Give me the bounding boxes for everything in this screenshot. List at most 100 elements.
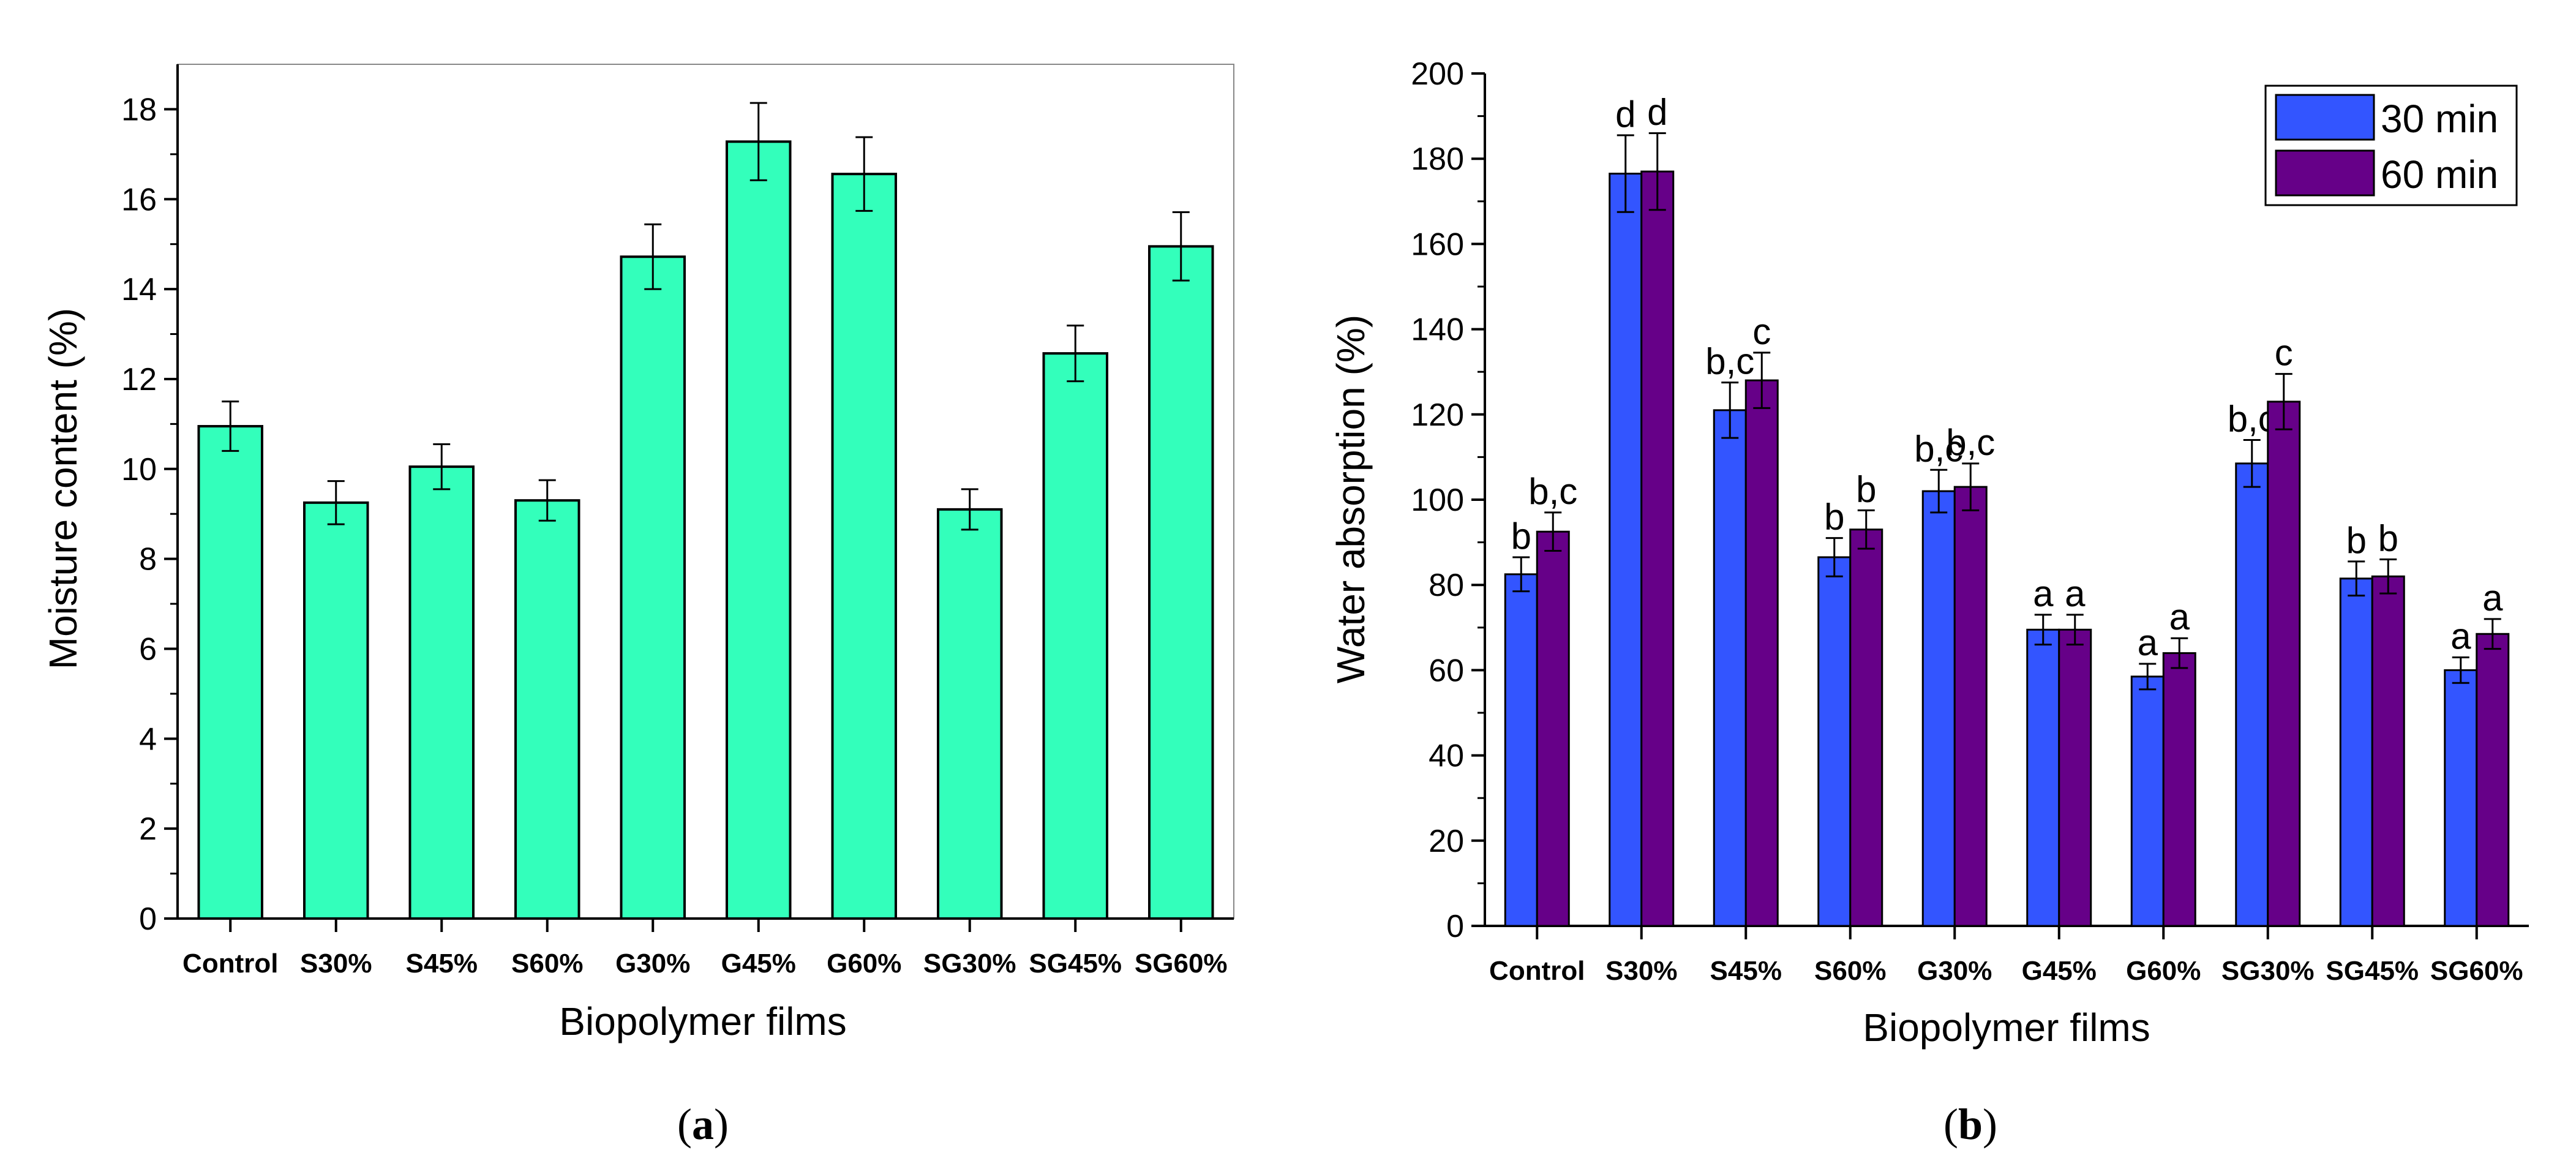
- x-tick-label-s60pct: S60%: [1814, 956, 1886, 986]
- bar-60-min-s60pct: [1849, 528, 1883, 927]
- y-tick-label: 0: [1446, 909, 1464, 944]
- x-tick-label-sg60pct: SG60%: [1135, 949, 1228, 979]
- y-tick-label: 16: [121, 182, 157, 217]
- x-tick-label-control: Control: [182, 949, 278, 979]
- y-tick-label: 10: [121, 452, 157, 487]
- bar-s45pct: [408, 465, 475, 920]
- x-tick-label-g45pct: G45%: [721, 949, 796, 979]
- y-tick-label: 160: [1411, 227, 1464, 262]
- bar-sg60pct: [1148, 245, 1214, 920]
- bar-30-min-sg45pct: [2339, 577, 2373, 927]
- x-tick-label-g45pct: G45%: [2022, 956, 2097, 986]
- panel-a-label: (a): [677, 1100, 729, 1149]
- significance-label: a: [2138, 622, 2158, 663]
- y-tick-label: 200: [1411, 56, 1464, 92]
- bar-30-min-sg30pct: [2235, 462, 2269, 927]
- x-tick-label-sg45pct: SG45%: [2326, 956, 2419, 986]
- legend-swatch-60min: [2275, 149, 2375, 197]
- y-tick-label: 2: [139, 811, 157, 847]
- significance-label: a: [2482, 577, 2503, 618]
- bar-60-min-sg60pct: [2476, 633, 2510, 927]
- x-tick-label-s60pct: S60%: [511, 949, 583, 979]
- bar-control: [197, 425, 263, 920]
- bar-g30pct: [620, 255, 686, 920]
- x-tick-label-g30pct: G30%: [1917, 956, 1992, 986]
- bar-60-min-sg30pct: [2267, 400, 2301, 927]
- bar-30-min-s60pct: [1817, 556, 1852, 927]
- bar-30-min-g45pct: [2026, 628, 2060, 927]
- y-tick-label: 180: [1411, 141, 1464, 177]
- y-tick-label: 20: [1429, 824, 1464, 859]
- x-tick-label-sg30pct: SG30%: [2221, 956, 2315, 986]
- legend-label-30min: 30 min: [2381, 97, 2498, 141]
- bar-60-min-control: [1536, 530, 1570, 927]
- significance-label: a: [2033, 573, 2054, 614]
- bar-30-min-control: [1504, 573, 1538, 927]
- significance-label: a: [2065, 573, 2086, 614]
- y-tick-label: 120: [1411, 397, 1464, 433]
- y-tick-label: 12: [121, 362, 157, 397]
- x-tick-label-s30pct: S30%: [1605, 956, 1677, 986]
- significance-label: b: [1824, 497, 1844, 538]
- bar-60-min-sg45pct: [2371, 575, 2405, 927]
- significance-label: c: [1752, 311, 1771, 352]
- x-tick-label-control: Control: [1489, 956, 1585, 986]
- x-tick-label-sg60pct: SG60%: [2430, 956, 2523, 986]
- y-tick-label: 140: [1411, 312, 1464, 348]
- y-tick-label: 18: [121, 92, 157, 127]
- bar-s60pct: [514, 499, 580, 920]
- y-tick-label: 8: [139, 542, 157, 577]
- y-tick-label: 6: [139, 631, 157, 667]
- y-tick-label: 60: [1429, 653, 1464, 688]
- bar-sg30pct: [937, 508, 1003, 920]
- panel-b-y-axis-title: Water absorption (%): [1329, 315, 1373, 683]
- y-tick-label: 14: [121, 272, 157, 307]
- bar-60-min-s30pct: [1640, 170, 1675, 927]
- significance-label: b: [1511, 516, 1531, 557]
- significance-label: b: [1856, 468, 1876, 509]
- panel-a-y-axis-title: Moisture content (%): [41, 308, 85, 669]
- bar-60-min-g45pct: [2058, 628, 2092, 927]
- y-tick-label: 40: [1429, 739, 1464, 774]
- significance-label: b,c: [1914, 428, 1963, 469]
- significance-label: d: [1647, 91, 1667, 132]
- panel-a-x-axis-title: Biopolymer films: [559, 999, 846, 1043]
- bar-60-min-s45pct: [1744, 379, 1779, 927]
- legend-label-60min: 60 min: [2381, 152, 2498, 197]
- x-tick-label-sg30pct: SG30%: [923, 949, 1016, 979]
- y-tick-label: 0: [139, 901, 157, 937]
- bar-30-min-g60pct: [2130, 675, 2165, 927]
- bar-60-min-g60pct: [2162, 652, 2196, 927]
- bar-60-min-g30pct: [1953, 486, 1988, 927]
- panel-b-legend: 30 min 60 min: [2264, 85, 2518, 206]
- x-tick-label-s45pct: S45%: [406, 949, 478, 979]
- bar-s30pct: [303, 501, 369, 920]
- bar-30-min-g30pct: [1921, 490, 1956, 927]
- significance-label: b: [2346, 520, 2367, 561]
- significance-label: b,c: [1705, 341, 1754, 382]
- bar-30-min-sg60pct: [2444, 669, 2478, 927]
- significance-label: a: [2169, 596, 2190, 637]
- y-tick-label: 80: [1429, 568, 1464, 603]
- bar-30-min-s45pct: [1713, 409, 1747, 927]
- x-tick-label-g30pct: G30%: [615, 949, 690, 979]
- bar-30-min-s30pct: [1609, 173, 1643, 927]
- legend-swatch-30min: [2275, 94, 2375, 141]
- significance-label: b: [2378, 517, 2398, 558]
- bar-sg45pct: [1042, 352, 1108, 920]
- bar-g60pct: [831, 173, 897, 920]
- x-tick-label-s45pct: S45%: [1710, 956, 1782, 986]
- x-tick-label-g60pct: G60%: [2126, 956, 2201, 986]
- y-tick-label: 4: [139, 721, 157, 757]
- x-tick-label-sg45pct: SG45%: [1029, 949, 1122, 979]
- significance-label: d: [1615, 94, 1635, 135]
- panel-b-x-axis-title: Biopolymer films: [1863, 1005, 2150, 1050]
- significance-label: b,c: [1528, 471, 1577, 512]
- significance-label: c: [2275, 333, 2293, 374]
- y-tick-label: 100: [1411, 483, 1464, 518]
- x-tick-label-g60pct: G60%: [827, 949, 901, 979]
- chart-panel-a: 0 2 4 6 8 10 12 14 16 18 Control S30% S45% S60% G30% G4…: [121, 64, 1234, 979]
- bar-g45pct: [726, 140, 792, 920]
